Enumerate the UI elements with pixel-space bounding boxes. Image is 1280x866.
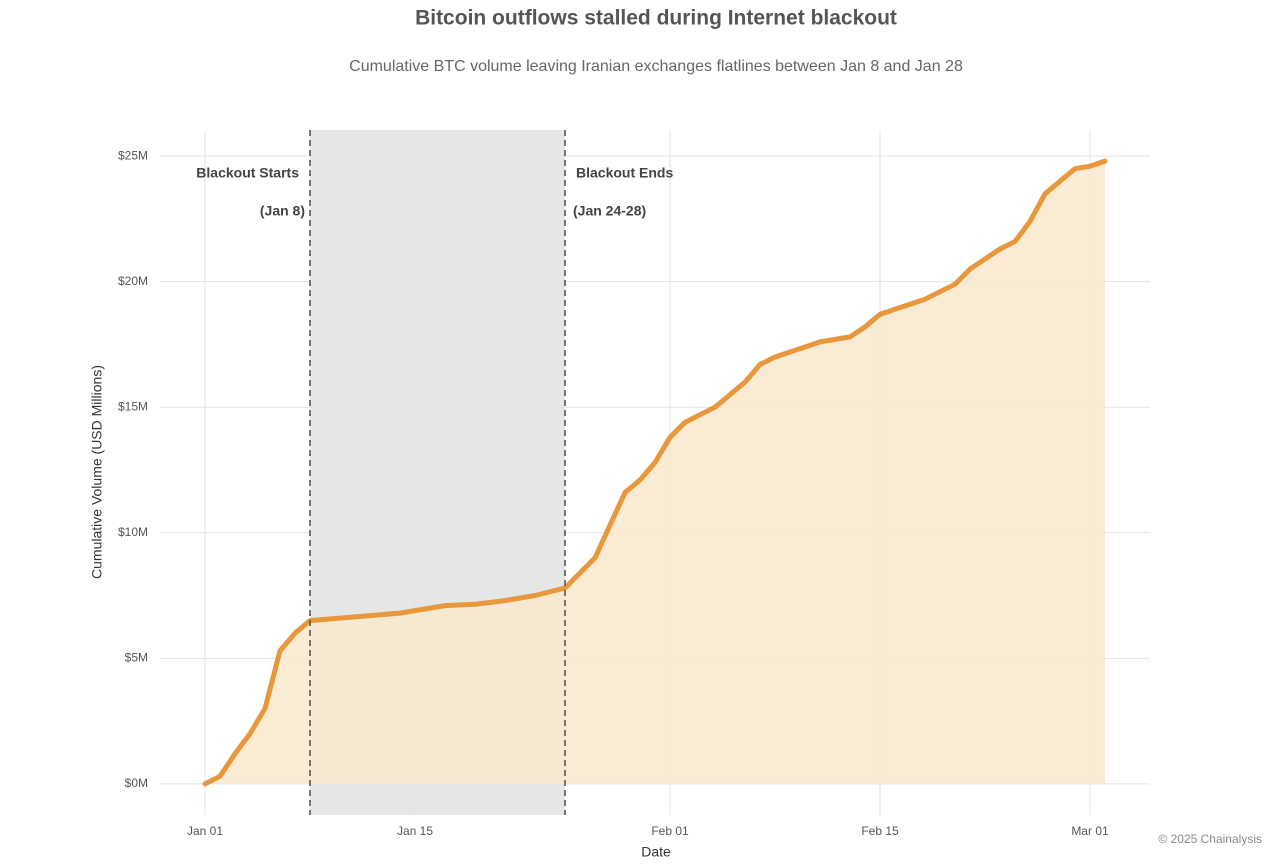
y-tick-label: $10M: [118, 525, 148, 539]
y-tick-label: $20M: [118, 274, 148, 288]
line: [202, 158, 1108, 787]
x-tick-label: Jan 15: [397, 824, 433, 838]
x-tick-label: Jan 01: [187, 824, 223, 838]
x-tick-label: Feb 15: [861, 824, 899, 838]
annotation: Blackout Ends: [576, 165, 673, 181]
credit: © 2025 Chainalysis: [1158, 832, 1262, 846]
y-tick-label: $15M: [118, 399, 148, 413]
x-tick-label: Feb 01: [651, 824, 689, 838]
annotation: Blackout Starts: [196, 165, 299, 181]
annotation: (Jan 24-28): [573, 203, 646, 219]
chart-subtitle: Cumulative BTC volume leaving Iranian ex…: [349, 58, 963, 75]
annotation: (Jan 8): [260, 203, 305, 219]
y-tick-label: $5M: [125, 650, 148, 664]
chart-title: Bitcoin outflows stalled during Internet…: [415, 7, 897, 30]
x-axis-label: Date: [641, 844, 671, 860]
y-tick-label: $25M: [118, 148, 148, 162]
x-tick-label: Mar 01: [1071, 824, 1109, 838]
y-tick-label: $0M: [125, 776, 148, 790]
y-axis-label: Cumulative Volume (USD Millions): [89, 365, 105, 579]
